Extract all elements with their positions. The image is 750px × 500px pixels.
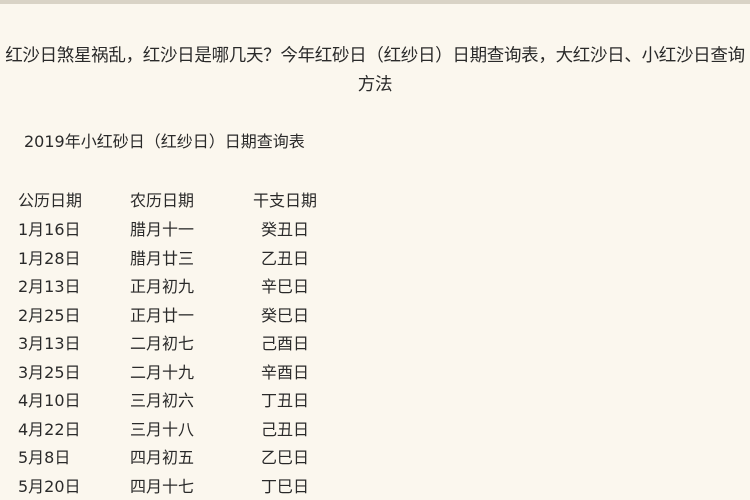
table-cell: 4月10日 (18, 391, 81, 410)
table-cell: 己酉日 (260, 334, 309, 353)
table-cell: 辛酉日 (260, 362, 309, 382)
table-row: 5月8日 四月初五 乙巳日 (0, 444, 400, 468)
table-cell: 正月廿一 (130, 305, 195, 325)
table-cell: 1月28日 (18, 248, 81, 268)
table-row: 4月22日 三月十八 己丑日 (0, 416, 400, 440)
table-cell: 丁巳日 (260, 476, 309, 496)
table-row: 4月10日 三月初六 丁丑日 (0, 387, 400, 411)
table-cell: 乙巳日 (260, 448, 309, 467)
table-caption: 2019年小红砂日（红纱日）日期查询表 (24, 132, 305, 151)
table-cell: 1月16日 (18, 220, 81, 239)
table-cell: 三月初六 (130, 391, 195, 410)
table-cell: 乙丑日 (260, 248, 309, 268)
table-cell: 癸巳日 (260, 305, 309, 325)
table-row: 2月13日 正月初九 辛巳日 (0, 273, 400, 297)
table-header: 公历日期 农历日期 干支日期 (0, 187, 400, 211)
table-cell: 5月8日 (18, 448, 71, 467)
column-header: 农历日期 (130, 191, 195, 210)
table-row: 1月16日 腊月十一 癸丑日 (0, 216, 400, 240)
table-cell: 辛巳日 (260, 277, 309, 296)
table-cell: 腊月十一 (130, 220, 195, 239)
table-cell: 2月25日 (18, 305, 81, 325)
table-cell: 3月25日 (18, 362, 81, 382)
column-header: 公历日期 (18, 191, 83, 210)
table-cell: 二月十九 (130, 362, 195, 382)
table-cell: 三月十八 (130, 419, 195, 439)
table-cell: 2月13日 (18, 277, 81, 296)
table-cell: 5月20日 (18, 476, 81, 496)
table-cell: 丁丑日 (260, 391, 309, 410)
column-header: 干支日期 (252, 191, 317, 210)
table-cell: 四月十七 (130, 476, 195, 496)
table-cell: 正月初九 (130, 277, 195, 296)
table-row: 5月20日 四月十七 丁巳日 (0, 473, 400, 497)
top-border (0, 0, 750, 4)
table-cell: 癸丑日 (260, 220, 309, 239)
table-row: 2月25日 正月廿一 癸巳日 (0, 302, 400, 326)
table-cell: 3月13日 (18, 334, 81, 353)
table-row: 3月13日 二月初七 己酉日 (0, 330, 400, 354)
article-title: 红沙日煞星祸乱，红沙日是哪几天？今年红砂日（红纱日）日期查询表，大红沙日、小红沙… (5, 46, 745, 95)
table-cell: 4月22日 (18, 419, 81, 439)
table-cell: 四月初五 (130, 448, 195, 467)
table-row: 3月25日 二月十九 辛酉日 (0, 359, 400, 383)
table-row: 1月28日 腊月廿三 乙丑日 (0, 245, 400, 269)
table-cell: 己丑日 (260, 419, 309, 439)
table-cell: 二月初七 (130, 334, 195, 353)
table-cell: 腊月廿三 (130, 248, 195, 268)
